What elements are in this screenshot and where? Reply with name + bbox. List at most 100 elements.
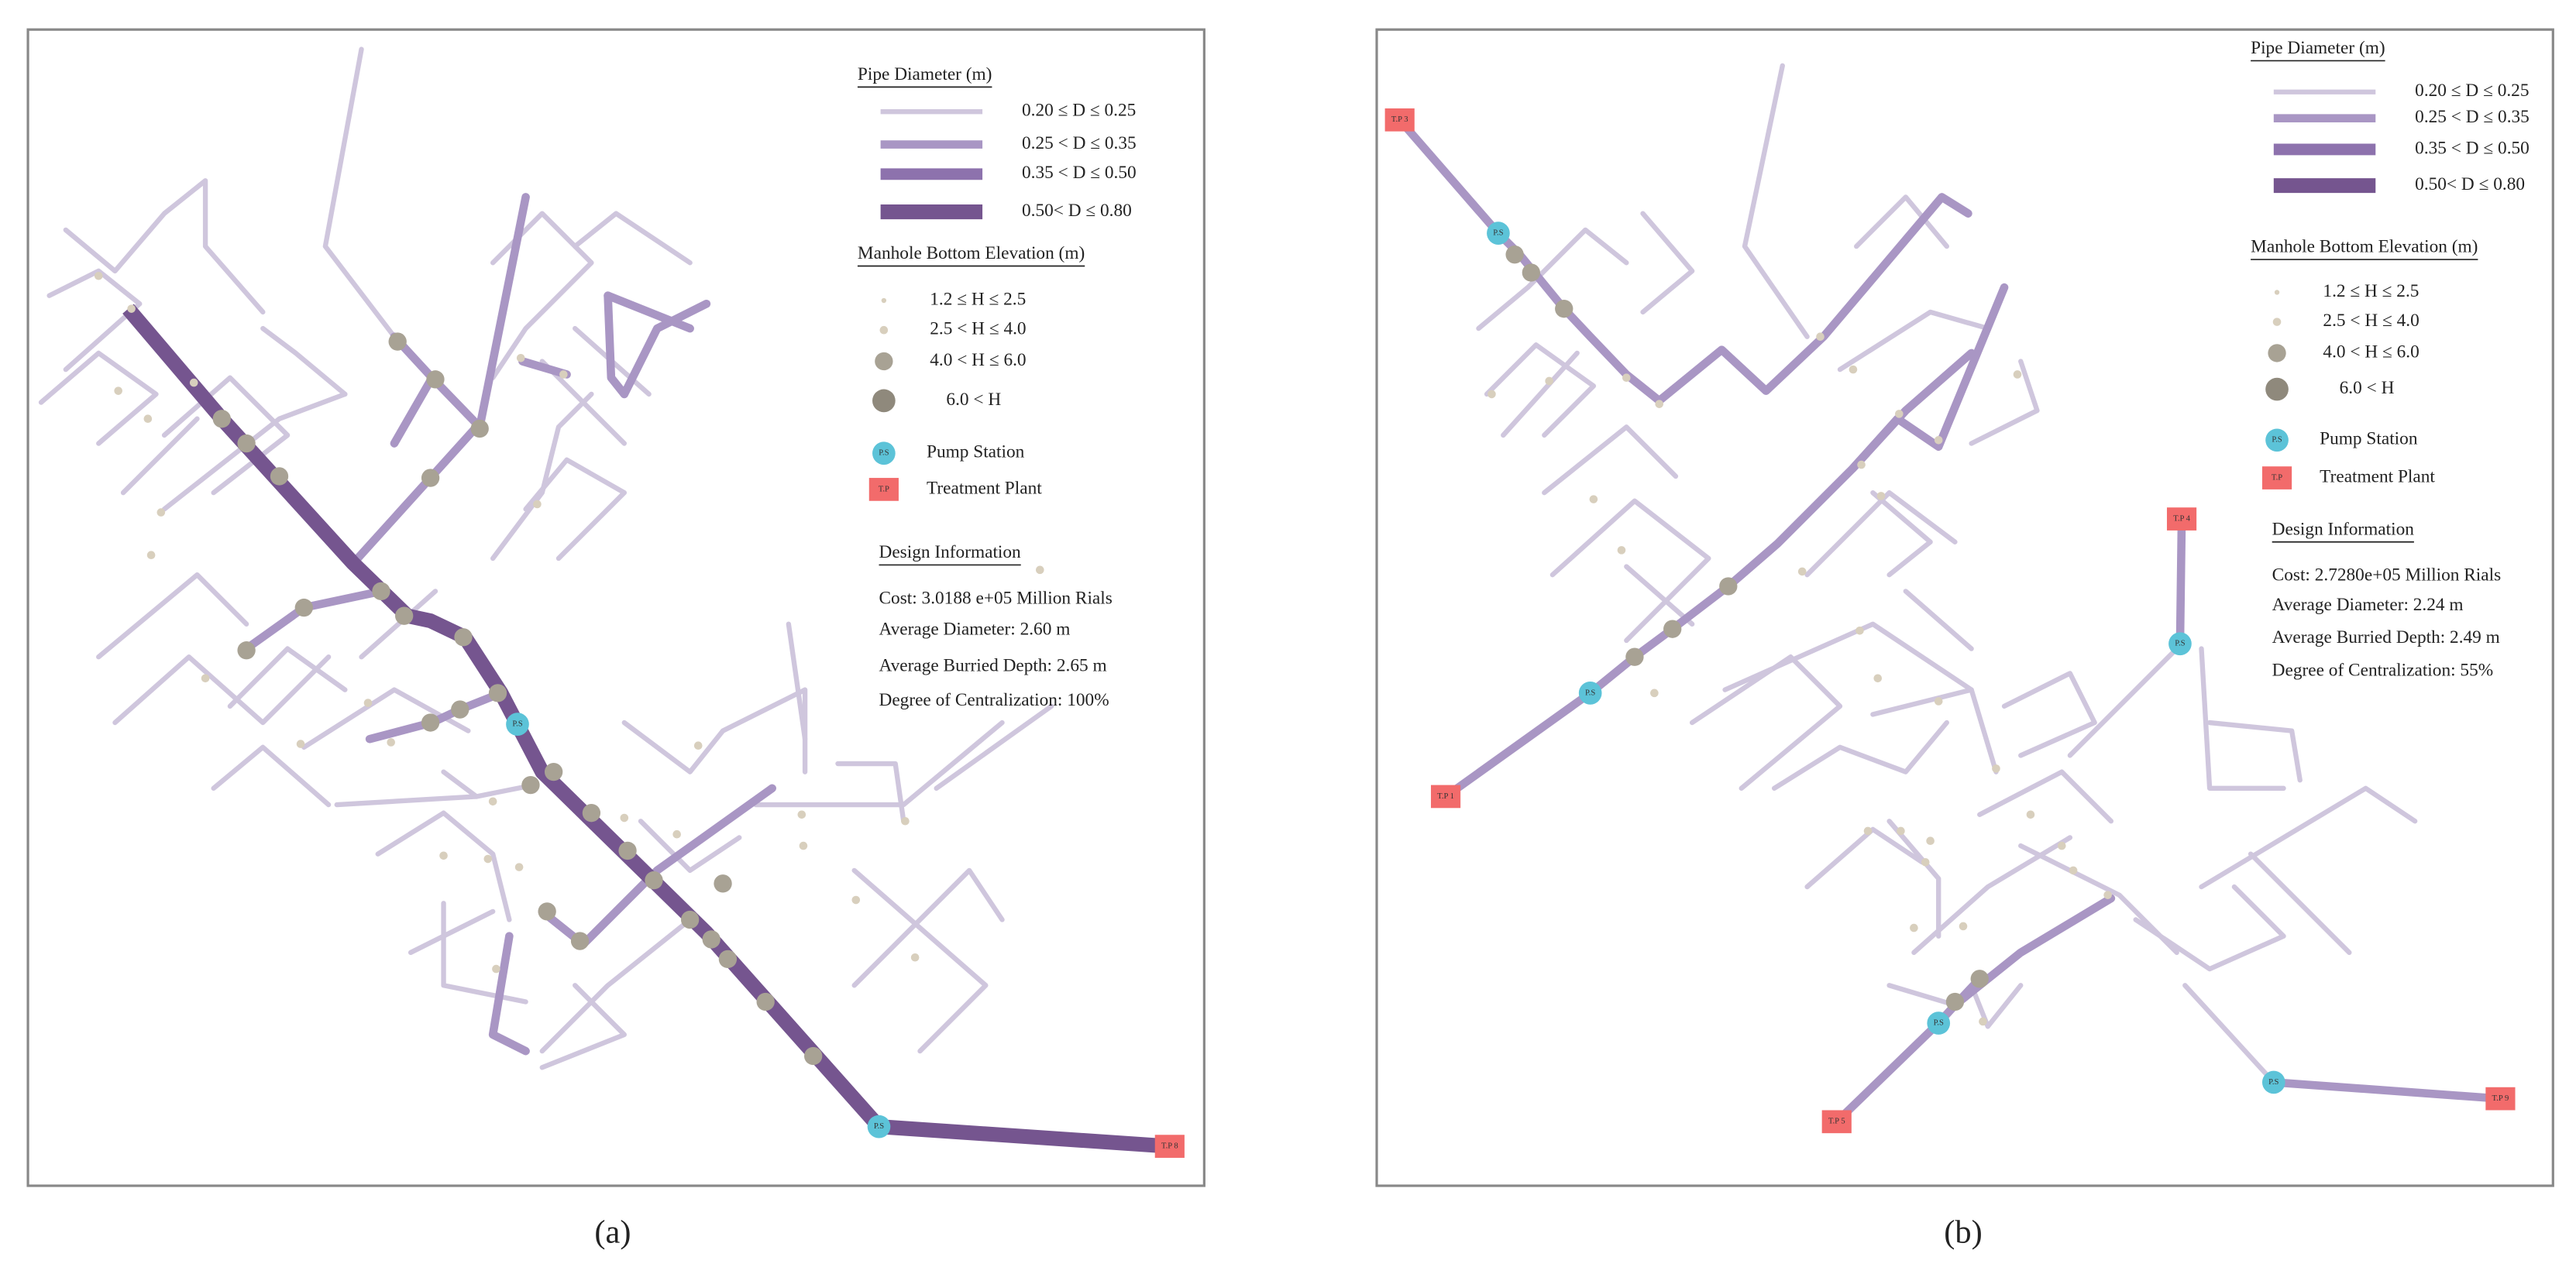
pump-station bbox=[2261, 1070, 2285, 1094]
pipe bbox=[490, 211, 594, 380]
manhole bbox=[1589, 495, 1598, 503]
pipe bbox=[1771, 719, 1950, 792]
panel-frame bbox=[26, 28, 1205, 1187]
legend-manhole bbox=[881, 297, 887, 304]
pipe bbox=[1804, 826, 1925, 890]
manhole bbox=[387, 738, 396, 747]
manhole bbox=[492, 964, 500, 974]
manhole bbox=[1959, 922, 1968, 931]
legend-title: Design Information bbox=[879, 542, 1021, 562]
panel-label: (b) bbox=[1944, 1214, 1982, 1250]
pipe bbox=[334, 782, 537, 808]
manhole bbox=[1545, 376, 1553, 386]
pipe bbox=[441, 769, 480, 799]
manhole bbox=[851, 895, 861, 905]
pipe bbox=[1742, 63, 1810, 339]
treatment-plant-label: T.P 1 bbox=[1437, 792, 1454, 801]
legend-manhole bbox=[875, 352, 893, 371]
legend-label: Pump Station bbox=[927, 442, 1025, 462]
treatment-plant bbox=[2166, 507, 2197, 531]
manhole bbox=[94, 271, 103, 280]
pipe bbox=[96, 572, 249, 660]
manhole bbox=[1719, 577, 1738, 596]
legend-label: 4.0 < H ≤ 6.0 bbox=[2323, 342, 2419, 362]
pump-station-label: P.S bbox=[512, 720, 522, 729]
manhole bbox=[451, 700, 469, 719]
manhole bbox=[2103, 891, 2112, 899]
manhole bbox=[127, 304, 136, 313]
manhole bbox=[1979, 1017, 1987, 1026]
manhole bbox=[114, 386, 122, 395]
pump-station-label: P.S bbox=[1934, 1019, 1944, 1028]
pipe bbox=[375, 810, 512, 922]
treatment-plant-label: T.P 3 bbox=[1391, 115, 1408, 124]
legend-pump-station bbox=[2265, 428, 2289, 452]
manhole bbox=[1555, 299, 1573, 318]
pipe bbox=[621, 687, 808, 774]
pump-station-label: P.S bbox=[2268, 1078, 2279, 1087]
manhole bbox=[388, 332, 407, 351]
pipe bbox=[1484, 342, 1597, 438]
legend-label: 1.2 ≤ H ≤ 2.5 bbox=[930, 289, 1026, 309]
treatment-plant bbox=[1821, 1110, 1852, 1134]
pipe bbox=[835, 761, 906, 824]
pipe bbox=[1689, 654, 1843, 792]
pipe bbox=[38, 350, 159, 446]
manhole bbox=[620, 813, 629, 823]
pipe bbox=[2182, 983, 2276, 1085]
pipe bbox=[322, 46, 397, 339]
pipe bbox=[539, 917, 693, 1054]
manhole bbox=[1970, 970, 1989, 988]
pipe bbox=[46, 268, 143, 373]
legend-pump-station bbox=[872, 441, 896, 465]
manhole bbox=[146, 551, 156, 560]
manhole bbox=[237, 641, 256, 660]
manhole bbox=[1921, 857, 1930, 867]
manhole bbox=[1934, 697, 1943, 706]
legend-treatment-plant bbox=[868, 478, 899, 501]
pipe bbox=[573, 211, 693, 266]
legend-icon-label: T.P bbox=[2272, 474, 2282, 483]
pipe bbox=[2199, 646, 2286, 792]
pipe bbox=[349, 423, 481, 568]
pipe bbox=[63, 178, 266, 315]
manhole bbox=[714, 874, 732, 893]
pump-station bbox=[2168, 632, 2192, 656]
manhole bbox=[421, 469, 440, 487]
manhole bbox=[693, 741, 703, 750]
pipe bbox=[2067, 646, 2179, 758]
legend-title: Manhole Bottom Elevation (m) bbox=[2251, 237, 2478, 257]
pipe bbox=[365, 689, 506, 744]
legend-label: 0.35 < D ≤ 0.50 bbox=[2415, 138, 2530, 158]
pipe bbox=[1476, 227, 1629, 331]
pipe bbox=[2206, 719, 2303, 783]
pipe bbox=[934, 703, 1054, 792]
pipe bbox=[390, 193, 530, 431]
legend-manhole bbox=[2268, 344, 2286, 362]
pump-station bbox=[867, 1114, 891, 1138]
manhole bbox=[363, 699, 373, 707]
legend-label: 2.5 < H ≤ 4.0 bbox=[930, 319, 1026, 339]
pump-station bbox=[506, 713, 529, 736]
manhole bbox=[516, 353, 525, 362]
pipe bbox=[2133, 884, 2286, 972]
manhole bbox=[702, 930, 721, 949]
pipe bbox=[1854, 194, 1950, 249]
pipe bbox=[1640, 211, 1695, 315]
manhole bbox=[804, 1046, 823, 1066]
legend-label: Pump Station bbox=[2320, 429, 2418, 449]
treatment-plant-label: T.P 4 bbox=[2173, 515, 2190, 524]
manhole bbox=[2026, 810, 2035, 819]
manhole bbox=[514, 863, 524, 871]
pipe bbox=[2248, 851, 2352, 956]
legend-title: Manhole Bottom Elevation (m) bbox=[858, 243, 1085, 263]
pipe bbox=[161, 391, 348, 512]
pipe bbox=[1542, 424, 1679, 496]
legend-label: 2.5 < H ≤ 4.0 bbox=[2323, 311, 2419, 331]
pipe bbox=[1870, 489, 1933, 578]
manhole bbox=[1857, 460, 1866, 469]
manhole bbox=[156, 508, 166, 517]
pipe bbox=[2175, 514, 2186, 648]
manhole bbox=[426, 370, 445, 389]
